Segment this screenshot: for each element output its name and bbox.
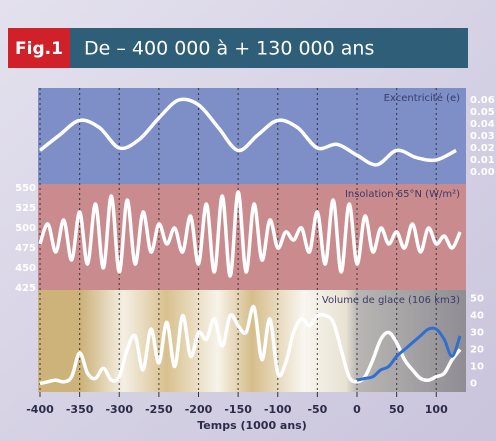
title-bar xyxy=(70,28,468,68)
y-tick-label: 30 xyxy=(470,328,484,339)
x-tick-label: 100 xyxy=(425,403,448,416)
y-tick-label: 10 xyxy=(470,362,484,373)
y-tick-label: 40 xyxy=(470,311,484,322)
x-tick-label: -250 xyxy=(145,403,173,416)
x-tick-label: -100 xyxy=(264,403,292,416)
y-tick-label: 0.01 xyxy=(470,155,495,166)
data-line xyxy=(356,326,462,382)
data-line xyxy=(38,97,457,167)
x-tick-label: -200 xyxy=(185,403,213,416)
x-tick-label: -300 xyxy=(105,403,133,416)
x-tick-label: -350 xyxy=(66,403,94,416)
y-tick-label: 500 xyxy=(15,223,36,234)
y-tick-label: 0.00 xyxy=(470,167,495,178)
y-tick-label: 450 xyxy=(15,263,36,274)
data-line xyxy=(39,304,462,386)
y-tick-label: 550 xyxy=(15,183,36,194)
fig-box xyxy=(8,28,70,68)
y-tick-label: 0.05 xyxy=(470,107,495,118)
panel-label: Insolation 65°N (W/m²) xyxy=(345,189,460,200)
y-tick-label: 0.04 xyxy=(470,119,495,130)
y-tick-label: 0.03 xyxy=(470,131,495,142)
y-tick-label: 425 xyxy=(15,283,36,294)
title: De – 400 000 à + 130 000 ans xyxy=(84,38,374,60)
x-tick-label: -400 xyxy=(26,403,54,416)
fig-label: Fig.1 xyxy=(15,39,63,59)
y-tick-label: 0.06 xyxy=(470,95,495,106)
data-line xyxy=(38,190,462,278)
x-tick-label: 50 xyxy=(389,403,405,416)
y-tick-label: 525 xyxy=(15,203,36,214)
x-axis-label: Temps (1000 ans) xyxy=(197,419,307,432)
y-tick-label: 0 xyxy=(470,379,477,390)
x-tick-label: -150 xyxy=(224,403,252,416)
panel-label: Excentricité (e) xyxy=(384,92,460,104)
panel-label: Volume de glace (106 km3) xyxy=(322,295,460,306)
y-tick-label: 475 xyxy=(15,243,36,254)
y-tick-label: 50 xyxy=(470,294,484,305)
x-tick-label: 0 xyxy=(353,403,361,416)
y-tick-label: 0.02 xyxy=(470,143,495,154)
x-tick-label: -50 xyxy=(307,403,327,416)
y-tick-label: 20 xyxy=(470,345,484,356)
